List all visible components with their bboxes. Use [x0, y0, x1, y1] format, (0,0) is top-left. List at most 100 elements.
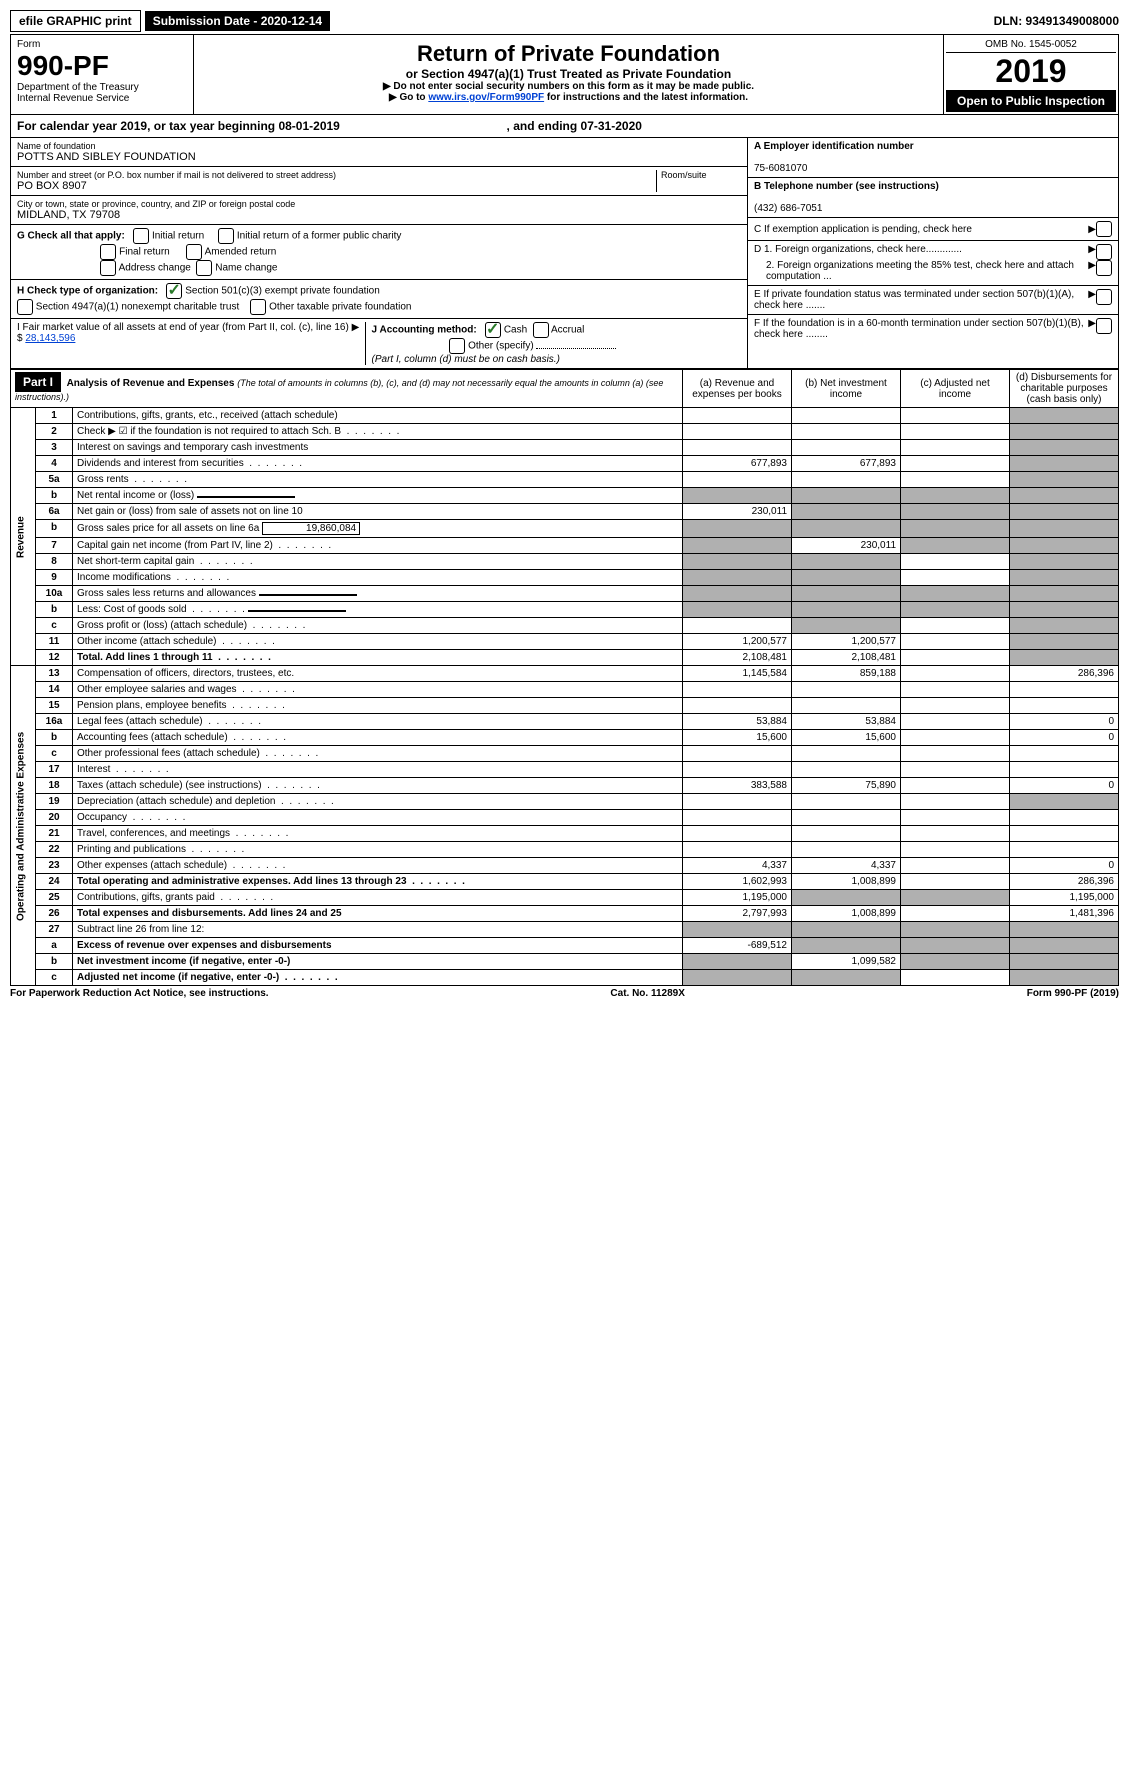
line-number: 10a — [36, 586, 73, 602]
line-description: Depreciation (attach schedule) and deple… — [73, 794, 683, 810]
irs-link[interactable]: www.irs.gov/Form990PF — [428, 92, 544, 103]
cell-a — [683, 424, 792, 440]
cell-a — [683, 970, 792, 986]
cell-d: 0 — [1010, 778, 1119, 794]
h-label: H Check type of organization: — [17, 286, 158, 297]
line-number: a — [36, 938, 73, 954]
open-public-label: Open to Public Inspection — [946, 90, 1116, 112]
amended-checkbox[interactable] — [186, 244, 202, 260]
entity-info: Name of foundation POTTS AND SIBLEY FOUN… — [10, 138, 1119, 369]
initial-former-checkbox[interactable] — [218, 228, 234, 244]
501c3-checkbox[interactable] — [166, 283, 182, 299]
cell-c — [901, 890, 1010, 906]
cell-a: 1,195,000 — [683, 890, 792, 906]
line-number: 12 — [36, 650, 73, 666]
tax-year: 2019 — [946, 53, 1116, 90]
cell-a — [683, 488, 792, 504]
cell-c — [901, 698, 1010, 714]
cell-a: 2,108,481 — [683, 650, 792, 666]
table-row: Revenue1Contributions, gifts, grants, et… — [11, 408, 1119, 424]
cell-d — [1010, 602, 1119, 618]
form-header: Form 990-PF Department of the Treasury I… — [10, 34, 1119, 115]
cell-b: 75,890 — [792, 778, 901, 794]
cell-b — [792, 890, 901, 906]
cell-a — [683, 810, 792, 826]
cell-c — [901, 472, 1010, 488]
4947-checkbox[interactable] — [17, 299, 33, 315]
cell-a: 15,600 — [683, 730, 792, 746]
address-change-checkbox[interactable] — [100, 260, 116, 276]
line-number: 22 — [36, 842, 73, 858]
line-description: Net rental income or (loss) — [73, 488, 683, 504]
accrual-checkbox[interactable] — [533, 322, 549, 338]
table-row: 16aLegal fees (attach schedule) . . . . … — [11, 714, 1119, 730]
cell-b — [792, 570, 901, 586]
col-a-header: (a) Revenue and expenses per books — [683, 370, 792, 408]
line-number: 5a — [36, 472, 73, 488]
cell-c — [901, 650, 1010, 666]
cell-c — [901, 504, 1010, 520]
cell-a: 4,337 — [683, 858, 792, 874]
phone-value: (432) 686-7051 — [754, 203, 822, 214]
d1-checkbox[interactable] — [1096, 244, 1112, 260]
cell-a: 677,893 — [683, 456, 792, 472]
cell-a — [683, 408, 792, 424]
cell-d — [1010, 634, 1119, 650]
line-number: b — [36, 954, 73, 970]
c-checkbox[interactable] — [1096, 221, 1112, 237]
table-row: cGross profit or (loss) (attach schedule… — [11, 618, 1119, 634]
line-description: Income modifications . . . . . . . — [73, 570, 683, 586]
final-return-checkbox[interactable] — [100, 244, 116, 260]
line-description: Gross sales less returns and allowances — [73, 586, 683, 602]
name-change-checkbox[interactable] — [196, 260, 212, 276]
efile-button[interactable]: efile GRAPHIC print — [10, 10, 141, 32]
f-checkbox[interactable] — [1096, 318, 1112, 334]
line-description: Total expenses and disbursements. Add li… — [73, 906, 683, 922]
footer-left: For Paperwork Reduction Act Notice, see … — [10, 988, 269, 999]
e-checkbox[interactable] — [1096, 289, 1112, 305]
section-g: G Check all that apply: Initial return I… — [11, 225, 747, 280]
cell-a — [683, 570, 792, 586]
cell-d — [1010, 424, 1119, 440]
line-description: Pension plans, employee benefits . . . .… — [73, 698, 683, 714]
cell-c — [901, 906, 1010, 922]
part1-label: Part I — [15, 372, 61, 392]
section-h: H Check type of organization: Section 50… — [11, 280, 747, 319]
cell-c — [901, 554, 1010, 570]
cell-a — [683, 554, 792, 570]
initial-return-checkbox[interactable] — [133, 228, 149, 244]
cell-c — [901, 538, 1010, 554]
table-row: 21Travel, conferences, and meetings . . … — [11, 826, 1119, 842]
cell-a — [683, 698, 792, 714]
table-row: 15Pension plans, employee benefits . . .… — [11, 698, 1119, 714]
note2-post: for instructions and the latest informat… — [544, 92, 748, 103]
cell-a — [683, 954, 792, 970]
cell-c — [901, 762, 1010, 778]
cash-checkbox[interactable] — [485, 322, 501, 338]
table-row: 10aGross sales less returns and allowanc… — [11, 586, 1119, 602]
cell-c — [901, 682, 1010, 698]
line-number: 3 — [36, 440, 73, 456]
line-number: c — [36, 970, 73, 986]
table-row: Operating and Administrative Expenses13C… — [11, 666, 1119, 682]
line-description: Total. Add lines 1 through 11 . . . . . … — [73, 650, 683, 666]
other-taxable-checkbox[interactable] — [250, 299, 266, 315]
cell-c — [901, 586, 1010, 602]
cell-d — [1010, 746, 1119, 762]
line-number: 6a — [36, 504, 73, 520]
other-method-checkbox[interactable] — [449, 338, 465, 354]
line-description: Compensation of officers, directors, tru… — [73, 666, 683, 682]
cell-a: 1,602,993 — [683, 874, 792, 890]
line-number: 26 — [36, 906, 73, 922]
col-d-header: (d) Disbursements for charitable purpose… — [1010, 370, 1119, 408]
cell-d — [1010, 488, 1119, 504]
table-row: 5aGross rents . . . . . . . — [11, 472, 1119, 488]
cell-d: 1,481,396 — [1010, 906, 1119, 922]
fmv-value[interactable]: 28,143,596 — [25, 333, 75, 344]
cell-a — [683, 842, 792, 858]
cell-c — [901, 440, 1010, 456]
d2-checkbox[interactable] — [1096, 260, 1112, 276]
line-description: Adjusted net income (if negative, enter … — [73, 970, 683, 986]
d2-label: 2. Foreign organizations meeting the 85%… — [754, 260, 1088, 282]
cell-d — [1010, 538, 1119, 554]
